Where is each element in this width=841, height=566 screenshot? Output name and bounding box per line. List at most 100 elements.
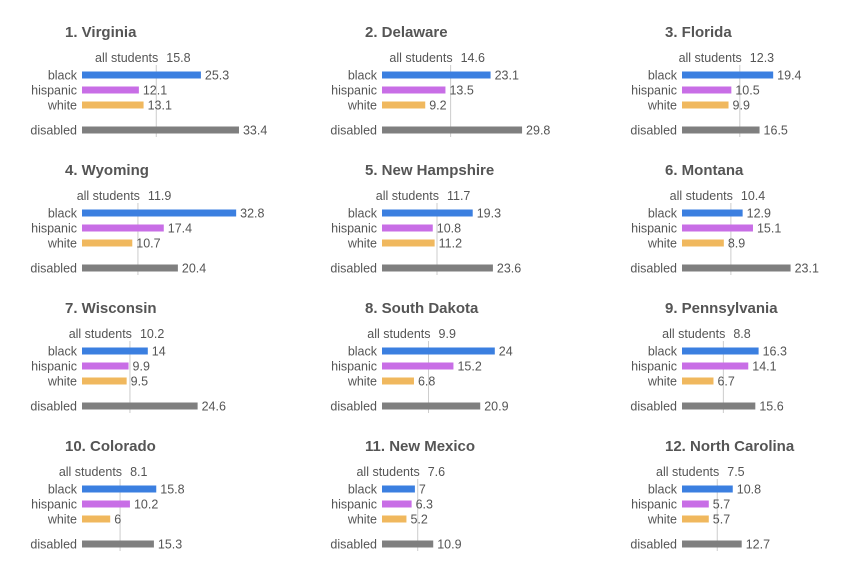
bar-value-black: 12.9	[747, 207, 771, 221]
all-students-label: all students	[662, 327, 725, 341]
bar-disabled	[82, 126, 239, 134]
category-label-white: white	[47, 99, 77, 113]
category-label-white: white	[647, 237, 677, 251]
all-students-text: all students	[376, 189, 439, 203]
category-label-white: white	[647, 375, 677, 389]
category-label-hispanic: hispanic	[631, 84, 677, 98]
bar-value-hispanic: 17.4	[168, 222, 192, 236]
all-students-label: all students	[59, 465, 122, 479]
bar-value-disabled: 24.6	[202, 400, 226, 414]
bar-black	[82, 485, 157, 493]
bar-value-black: 24	[499, 345, 513, 359]
bar-disabled	[82, 540, 154, 548]
bar-disabled	[382, 126, 523, 134]
bar-black	[82, 347, 148, 355]
bar-value-hispanic: 14.1	[752, 360, 776, 374]
panel-title: 11. New Mexico	[365, 438, 475, 455]
bar-value-hispanic: 10.2	[134, 498, 158, 512]
category-label-black: black	[348, 483, 378, 497]
bar-hispanic	[82, 362, 129, 370]
bar-value-hispanic: 10.5	[735, 84, 759, 98]
bar-black	[82, 71, 201, 79]
bar-white	[382, 239, 435, 247]
bar-value-hispanic: 9.9	[133, 360, 150, 374]
panel-title: 9. Pennsylvania	[665, 300, 778, 317]
bar-hispanic	[382, 362, 454, 370]
category-label-disabled: disabled	[630, 124, 677, 138]
bar-value-disabled: 23.1	[795, 262, 819, 276]
bar-value-hispanic: 6.3	[416, 498, 433, 512]
all-students-text: all students	[656, 465, 719, 479]
bar-value-hispanic: 15.1	[757, 222, 781, 236]
panel-title: 4. Wyoming	[65, 162, 149, 179]
bar-hispanic	[82, 224, 164, 232]
bar-white	[382, 101, 426, 109]
category-label-disabled: disabled	[30, 262, 77, 276]
bar-value-white: 11.2	[439, 237, 462, 251]
all-students-label: all students	[389, 51, 452, 65]
bar-value-white: 5.2	[410, 513, 427, 527]
bar-value-hispanic: 5.7	[713, 498, 730, 512]
bar-value-white: 6.8	[418, 375, 435, 389]
bar-value-disabled: 29.8	[526, 124, 550, 138]
category-label-black: black	[48, 69, 78, 83]
category-label-hispanic: hispanic	[31, 222, 77, 236]
bar-black	[682, 71, 774, 79]
all-students-text: all students	[95, 51, 158, 65]
bar-value-white: 9.5	[131, 375, 148, 389]
panel-title: 5. New Hampshire	[365, 162, 494, 179]
category-label-black: black	[648, 69, 678, 83]
bar-value-disabled: 15.6	[759, 400, 783, 414]
panel-title: 12. North Carolina	[665, 438, 795, 455]
all-students-value: 10.4	[741, 189, 765, 203]
bar-value-black: 15.8	[160, 483, 184, 497]
bar-hispanic	[382, 86, 446, 94]
all-students-text: all students	[77, 189, 140, 203]
category-label-disabled: disabled	[30, 538, 77, 552]
all-students-text: all students	[356, 465, 419, 479]
category-label-black: black	[348, 345, 378, 359]
all-students-text: all students	[59, 465, 122, 479]
bar-white	[382, 377, 414, 385]
bar-disabled	[682, 264, 791, 272]
bar-value-black: 7	[419, 483, 426, 497]
bar-value-white: 9.9	[733, 99, 750, 113]
category-label-white: white	[347, 513, 377, 527]
bar-value-black: 19.4	[777, 69, 801, 83]
bar-disabled	[82, 402, 198, 410]
category-label-white: white	[347, 99, 377, 113]
bar-white	[82, 239, 133, 247]
category-label-hispanic: hispanic	[331, 84, 377, 98]
bar-hispanic	[82, 500, 130, 508]
bar-value-disabled: 20.4	[182, 262, 206, 276]
all-students-label: all students	[656, 465, 719, 479]
bar-disabled	[382, 402, 481, 410]
category-label-disabled: disabled	[30, 400, 77, 414]
all-students-value: 8.1	[130, 465, 147, 479]
category-label-white: white	[347, 237, 377, 251]
bar-value-disabled: 12.7	[746, 538, 770, 552]
bar-hispanic	[682, 86, 732, 94]
category-label-disabled: disabled	[330, 262, 377, 276]
bar-hispanic	[382, 500, 412, 508]
panel-title: 10. Colorado	[65, 438, 156, 455]
category-label-disabled: disabled	[30, 124, 77, 138]
panel-title: 3. Florida	[665, 24, 732, 41]
bar-value-disabled: 16.5	[764, 124, 788, 138]
all-students-label: all students	[356, 465, 419, 479]
bar-value-hispanic: 10.8	[437, 222, 461, 236]
all-students-label: all students	[670, 189, 733, 203]
bar-white	[682, 377, 714, 385]
category-label-white: white	[47, 375, 77, 389]
all-students-value: 15.8	[166, 51, 190, 65]
panel-title: 2. Delaware	[365, 24, 448, 41]
bar-black	[682, 209, 743, 217]
bar-value-black: 14	[152, 345, 166, 359]
all-students-text: all students	[389, 51, 452, 65]
bar-value-disabled: 23.6	[497, 262, 521, 276]
all-students-text: all students	[679, 51, 742, 65]
bar-value-hispanic: 12.1	[143, 84, 167, 98]
bar-disabled	[82, 264, 178, 272]
